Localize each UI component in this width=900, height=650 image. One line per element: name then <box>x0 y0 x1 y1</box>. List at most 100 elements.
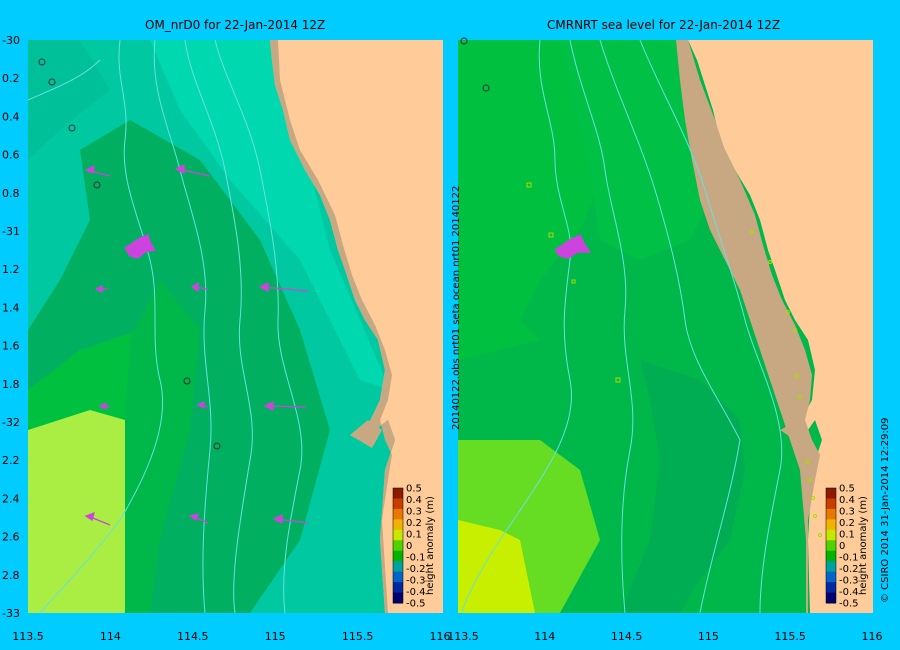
left-current-arrows <box>84 163 309 526</box>
colorbar-frame <box>392 487 404 604</box>
left-map-title: OM_nrD0 for 22-Jan-2014 12Z <box>145 18 326 32</box>
colorbar-swatch <box>826 488 836 499</box>
latitude-tick-label: 1.2 <box>2 263 20 276</box>
longitude-tick-label: 115 <box>698 630 719 643</box>
colorbar-tick-label: -0.4 <box>406 587 426 598</box>
colorbar-swatch <box>393 550 403 562</box>
latitude-tick-label: 0.4 <box>2 110 20 123</box>
colorbar-swatch <box>393 592 403 604</box>
left-island <box>350 420 382 448</box>
colorbar-left: 0.50.40.30.20.10-0.1-0.2-0.3-0.4-0.5 heig… <box>392 484 436 610</box>
colorbar-swatch <box>826 519 836 531</box>
left-map-panel: 0.50.40.30.20.10-0.1-0.2-0.3-0.4-0.5 heig… <box>27 39 443 614</box>
latitude-tick-label: 2.2 <box>2 454 20 467</box>
colorbar-tick-label: 0.3 <box>406 507 422 518</box>
longitude-tick-label: 116 <box>430 630 451 643</box>
copyright-text: © CSIRO 2014 31-Jan-2014 12:29:09 <box>880 417 891 603</box>
colorbar-swatch <box>393 488 403 499</box>
right-altimeter-points <box>526 182 822 537</box>
right-observation-sites <box>460 37 490 92</box>
right-bathymetry-contours <box>461 39 783 614</box>
colorbar-swatch <box>393 582 403 594</box>
colorbar-tick-label: 0 <box>406 541 412 552</box>
run-info-text: 20140122.obs nrt01 seta ocean nrt01 2014… <box>451 186 462 430</box>
colorbar-swatch <box>826 582 836 594</box>
left-anomaly-region <box>28 40 110 160</box>
colorbar-swatch <box>393 561 403 573</box>
colorbar-swatch <box>393 519 403 531</box>
longitude-tick-label: 114 <box>534 630 555 643</box>
colorbar-swatch <box>826 540 836 552</box>
colorbar-tick-label: -0.3 <box>839 576 859 587</box>
right-anomaly-region <box>458 40 600 360</box>
colorbar-tick-label: 0.3 <box>839 507 855 518</box>
longitude-tick-label: 113.5 <box>447 630 479 643</box>
longitude-tick-label: 113.5 <box>12 630 44 643</box>
longitude-tick-label: 114.5 <box>611 630 643 643</box>
colorbar-swatch <box>393 529 403 541</box>
colorbar-tick-label: -0.1 <box>406 553 426 564</box>
colorbar-tick-label: -0.1 <box>839 553 859 564</box>
colorbar-swatch <box>826 508 836 520</box>
latitude-tick-label: 0.8 <box>2 187 20 200</box>
colorbar-tick-label: -0.3 <box>406 576 426 587</box>
colorbar-tick-label: 0.5 <box>839 484 855 495</box>
latitude-tick-label: -30 <box>2 34 20 47</box>
left-anomaly-region <box>150 40 390 390</box>
right-longitude-axis: 113.5 114 114.5 115 115.5 116 <box>447 630 882 643</box>
colorbar-swatch <box>826 550 836 562</box>
longitude-tick-label: 115.5 <box>774 630 806 643</box>
colorbar-tick-label: 0.4 <box>406 495 422 506</box>
left-anomaly-region <box>125 280 200 613</box>
latitude-tick-label: -32 <box>2 416 20 429</box>
colorbar-swatch <box>393 508 403 520</box>
left-observation-sites <box>38 58 221 450</box>
right-anomaly-region <box>620 360 745 613</box>
latitude-tick-label: 2.8 <box>2 569 20 582</box>
left-bathymetry-contours <box>27 39 303 614</box>
latitude-tick-label: -33 <box>2 607 20 620</box>
right-island <box>780 422 805 440</box>
colorbar-tick-label: -0.5 <box>839 599 859 610</box>
latitude-tick-label: 1.6 <box>2 340 20 353</box>
colorbar-tick-label: 0.2 <box>839 518 855 529</box>
colorbar-swatch <box>826 571 836 583</box>
latitude-tick-label: 1.4 <box>2 301 20 314</box>
left-longitude-axis: 113.5 114 114.5 115 115.5 116 <box>12 630 450 643</box>
colorbar-tick-label: -0.4 <box>839 587 859 598</box>
right-current-arrows <box>554 234 592 259</box>
left-anomaly-region <box>28 410 125 613</box>
colorbar-tick-label: 0 <box>839 541 845 552</box>
colorbar-tick-label: 0.5 <box>406 484 422 495</box>
colorbar-swatch <box>393 540 403 552</box>
colorbar-label: height anomaly (m) <box>425 496 436 595</box>
colorbar-swatch <box>393 498 403 510</box>
colorbar-swatch <box>393 571 403 583</box>
right-anomaly-region <box>458 520 535 613</box>
right-anomaly-region <box>560 40 710 260</box>
colorbar-label: height anomaly (m) <box>858 496 869 595</box>
longitude-tick-label: 115 <box>265 630 286 643</box>
colorbar-tick-label: -0.2 <box>406 564 426 575</box>
colorbar-swatch <box>826 529 836 541</box>
right-map-panel: 0.50.40.30.20.10-0.1-0.2-0.3-0.4-0.5 heig… <box>458 37 873 614</box>
colorbar-right: 0.50.40.30.20.10-0.1-0.2-0.3-0.4-0.5 heig… <box>825 484 869 610</box>
right-land <box>688 40 873 613</box>
latitude-tick-label: 0.2 <box>2 72 20 85</box>
colorbar-tick-label: 0.1 <box>406 530 422 541</box>
colorbar-tick-label: 0.1 <box>839 530 855 541</box>
right-coastal-shelf <box>676 40 820 613</box>
left-coastal-shelf <box>270 40 395 613</box>
longitude-tick-label: 115.5 <box>342 630 374 643</box>
latitude-tick-label: 1.8 <box>2 378 20 391</box>
longitude-tick-label: 116 <box>862 630 883 643</box>
colorbar-swatch <box>826 592 836 604</box>
latitude-axis: -30 0.2 0.4 0.6 0.8 -31 1.2 1.4 1.6 1.8 -32 2.2 2.4 2… <box>2 34 20 620</box>
colorbar-frame <box>825 487 837 604</box>
right-map-title: CMRNRT sea level for 22-Jan-2014 12Z <box>547 18 781 32</box>
colorbar-tick-label: 0.2 <box>406 518 422 529</box>
colorbar-tick-label: -0.2 <box>839 564 859 575</box>
latitude-tick-label: 2.4 <box>2 492 20 505</box>
colorbar-swatch <box>826 498 836 510</box>
